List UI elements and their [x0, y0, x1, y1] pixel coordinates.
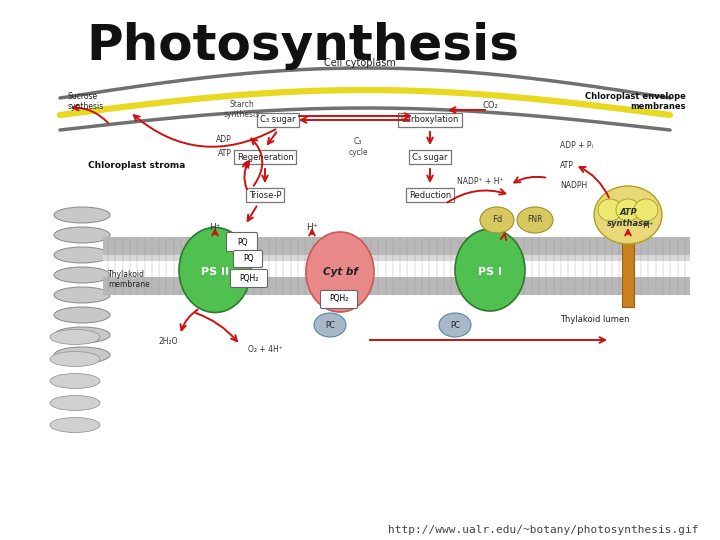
Text: H⁺: H⁺	[642, 221, 654, 230]
Ellipse shape	[54, 207, 110, 223]
Text: Cell cytoplasm: Cell cytoplasm	[324, 58, 396, 68]
Text: C₃
cycle: C₃ cycle	[348, 137, 368, 157]
Text: PQ: PQ	[237, 238, 247, 246]
Text: Chloroplast envelope
membranes: Chloroplast envelope membranes	[585, 92, 686, 111]
Text: PC: PC	[450, 321, 460, 329]
Ellipse shape	[306, 232, 374, 312]
Ellipse shape	[54, 247, 110, 263]
Ellipse shape	[50, 395, 100, 410]
Text: PS I: PS I	[478, 267, 502, 277]
Ellipse shape	[50, 352, 100, 367]
Ellipse shape	[54, 347, 110, 363]
Ellipse shape	[54, 327, 110, 343]
Ellipse shape	[50, 374, 100, 388]
Text: 2H₂O: 2H₂O	[158, 338, 178, 347]
Text: PS II: PS II	[201, 267, 229, 277]
Text: PQH₂: PQH₂	[239, 273, 258, 282]
Text: C₃ sugar: C₃ sugar	[413, 152, 448, 161]
Text: ATP: ATP	[560, 160, 574, 170]
Text: Fd: Fd	[492, 215, 502, 225]
Ellipse shape	[314, 313, 346, 337]
Ellipse shape	[54, 287, 110, 303]
Text: Reduction: Reduction	[409, 191, 451, 199]
Bar	[103, 277, 690, 295]
Text: ADP: ADP	[216, 136, 232, 145]
Ellipse shape	[54, 307, 110, 323]
Text: ATP: ATP	[218, 148, 232, 158]
Ellipse shape	[480, 207, 514, 233]
Ellipse shape	[616, 199, 640, 221]
FancyBboxPatch shape	[233, 251, 263, 267]
Text: CO₂: CO₂	[482, 101, 498, 110]
Text: Triose-P: Triose-P	[248, 191, 282, 199]
Text: Photosynthesis: Photosynthesis	[86, 22, 519, 70]
Text: C₃ sugar: C₃ sugar	[260, 116, 296, 125]
FancyBboxPatch shape	[230, 269, 268, 287]
Ellipse shape	[594, 186, 662, 244]
Bar	[103, 237, 690, 255]
Ellipse shape	[634, 199, 658, 221]
Text: FNR: FNR	[527, 215, 543, 225]
Text: Thylakoid
membrane: Thylakoid membrane	[108, 270, 150, 289]
Text: Chloroplast stroma: Chloroplast stroma	[88, 160, 185, 170]
FancyBboxPatch shape	[227, 233, 258, 252]
Text: Sucrose
synthesis: Sucrose synthesis	[68, 92, 104, 111]
Text: Regeneration: Regeneration	[237, 152, 293, 161]
Text: PQ: PQ	[243, 254, 253, 264]
Ellipse shape	[598, 199, 622, 221]
Text: Carboxylation: Carboxylation	[401, 116, 459, 125]
Text: http://www.ualr.edu/~botany/photosynthesis.gif: http://www.ualr.edu/~botany/photosynthes…	[388, 524, 698, 535]
Ellipse shape	[54, 267, 110, 283]
Text: Cyt bf: Cyt bf	[323, 267, 357, 277]
Ellipse shape	[439, 313, 471, 337]
Ellipse shape	[517, 207, 553, 233]
Text: PC: PC	[325, 321, 335, 329]
Ellipse shape	[50, 417, 100, 433]
FancyBboxPatch shape	[320, 291, 358, 308]
Text: Starch
synthesis: Starch synthesis	[224, 100, 260, 119]
Ellipse shape	[50, 329, 100, 345]
Ellipse shape	[179, 227, 251, 313]
Text: NADPH: NADPH	[560, 180, 588, 190]
Text: ATP
synthase: ATP synthase	[607, 208, 649, 228]
Bar	[622, 235, 634, 307]
Text: O₂ + 4H⁺: O₂ + 4H⁺	[248, 346, 283, 354]
Ellipse shape	[54, 227, 110, 243]
Text: ADP + Pᵢ: ADP + Pᵢ	[560, 140, 593, 150]
Text: H⁺: H⁺	[210, 223, 221, 232]
Text: H⁺: H⁺	[306, 223, 318, 232]
Text: NADP⁺ + H⁺: NADP⁺ + H⁺	[456, 178, 503, 186]
Text: Thylakoid lumen: Thylakoid lumen	[560, 315, 630, 325]
Ellipse shape	[455, 229, 525, 311]
Bar	[103, 255, 690, 261]
Text: PQH₂: PQH₂	[329, 294, 348, 303]
